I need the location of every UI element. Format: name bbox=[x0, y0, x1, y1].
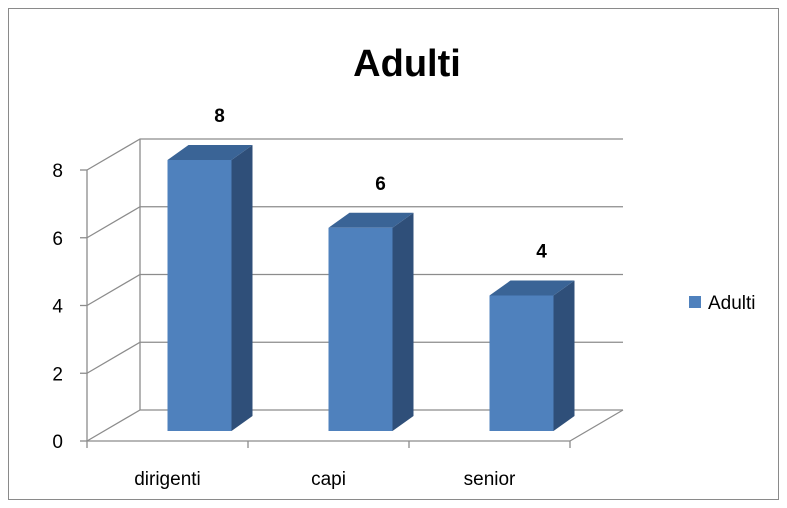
y-tick-label: 0 bbox=[52, 432, 63, 453]
y-tick-label: 4 bbox=[52, 297, 63, 318]
x-axis-labels: dirigenti capi senior bbox=[134, 469, 516, 490]
bar-front bbox=[328, 227, 393, 431]
bar-side bbox=[231, 145, 253, 431]
y-tick-label: 8 bbox=[52, 161, 63, 182]
data-labels: 8 6 4 bbox=[214, 106, 547, 263]
legend: Adulti bbox=[689, 293, 756, 314]
bar-front bbox=[167, 160, 232, 431]
bar-senior bbox=[489, 280, 575, 431]
data-label: 6 bbox=[375, 174, 386, 195]
bar-side bbox=[553, 280, 575, 431]
legend-swatch bbox=[689, 296, 701, 308]
gridline bbox=[86, 138, 623, 171]
x-tick-label: capi bbox=[311, 469, 346, 490]
bar-capi bbox=[328, 212, 414, 431]
legend-label: Adulti bbox=[708, 293, 756, 314]
y-axis-ticks: 0 2 4 6 8 bbox=[52, 161, 571, 453]
chart-title: Adulti bbox=[353, 43, 461, 85]
chart-gridlines bbox=[86, 138, 624, 442]
data-label: 4 bbox=[536, 242, 547, 263]
bar-top bbox=[167, 145, 253, 160]
bar-side bbox=[392, 212, 414, 431]
x-tick-label: dirigenti bbox=[134, 469, 201, 490]
y-tick-label: 6 bbox=[52, 229, 63, 250]
y-tick-label: 2 bbox=[52, 364, 63, 385]
bar-front bbox=[489, 295, 554, 431]
data-label: 8 bbox=[214, 106, 225, 127]
bar-top bbox=[328, 212, 414, 228]
floor-edge bbox=[569, 409, 624, 442]
bar-top bbox=[489, 280, 575, 296]
bar-dirigenti bbox=[167, 145, 253, 431]
chart-bars bbox=[167, 145, 575, 431]
x-tick-label: senior bbox=[464, 469, 516, 490]
